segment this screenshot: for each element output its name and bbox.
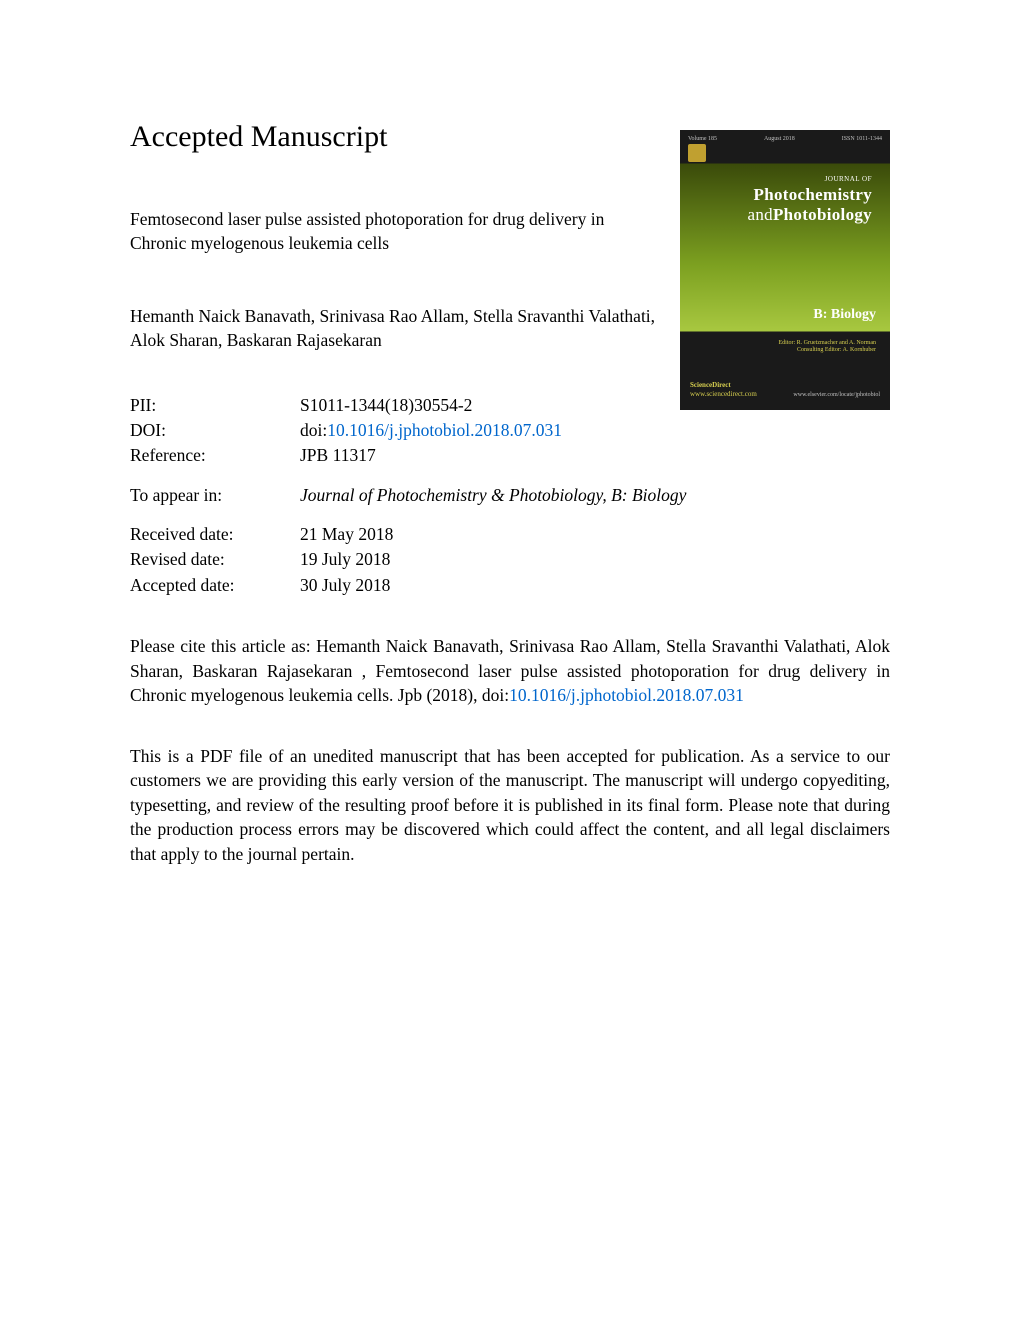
cover-footer-left: ScienceDirect www.sciencedirect.com [690, 381, 757, 398]
cover-date: August 2018 [764, 136, 795, 142]
article-title: Femtosecond laser pulse assisted photopo… [130, 208, 660, 255]
citation-text: Please cite this article as: Hemanth Nai… [130, 634, 890, 708]
disclaimer-text: This is a PDF file of an unedited manusc… [130, 744, 890, 867]
received-value: 21 May 2018 [300, 522, 890, 547]
meta-row-appear: To appear in: Journal of Photochemistry … [130, 483, 890, 508]
received-label: Received date: [130, 522, 300, 547]
revised-value: 19 July 2018 [300, 547, 890, 572]
meta-row-accepted: Accepted date: 30 July 2018 [130, 573, 890, 598]
journal-cover-image: Volume 185 August 2018 ISSN 1011-1344 JO… [680, 130, 890, 410]
cover-editor: Editor: R. Gruetzmacher and A. Norman Co… [779, 340, 876, 354]
pii-label: PII: [130, 393, 300, 418]
doi-label: DOI: [130, 418, 300, 443]
doi-link[interactable]: 10.1016/j.jphotobiol.2018.07.031 [327, 420, 562, 440]
citation-doi-link[interactable]: 10.1016/j.jphotobiol.2018.07.031 [509, 685, 744, 705]
cover-issn: ISSN 1011-1344 [842, 136, 882, 142]
doi-value: doi:10.1016/j.jphotobiol.2018.07.031 [300, 418, 890, 443]
meta-row-reference: Reference: JPB 11317 [130, 443, 890, 468]
cover-journal-title: JOURNAL OF Photochemistry andPhotobiolog… [748, 175, 872, 225]
meta-row-revised: Revised date: 19 July 2018 [130, 547, 890, 572]
cover-volume: Volume 185 [688, 136, 717, 142]
accepted-value: 30 July 2018 [300, 573, 890, 598]
cover-subtitle: B: Biology [813, 307, 876, 323]
appear-label: To appear in: [130, 483, 300, 508]
elsevier-logo [688, 144, 706, 162]
reference-label: Reference: [130, 443, 300, 468]
appear-value: Journal of Photochemistry & Photobiology… [300, 483, 890, 508]
accepted-label: Accepted date: [130, 573, 300, 598]
revised-label: Revised date: [130, 547, 300, 572]
meta-row-received: Received date: 21 May 2018 [130, 522, 890, 547]
metadata-table: PII: S1011-1344(18)30554-2 DOI: doi:10.1… [130, 393, 890, 599]
cover-footer-right: www.elsevier.com/locate/jphotobiol [793, 392, 880, 398]
authors: Hemanth Naick Banavath, Srinivasa Rao Al… [130, 305, 660, 352]
reference-value: JPB 11317 [300, 443, 890, 468]
meta-row-doi: DOI: doi:10.1016/j.jphotobiol.2018.07.03… [130, 418, 890, 443]
